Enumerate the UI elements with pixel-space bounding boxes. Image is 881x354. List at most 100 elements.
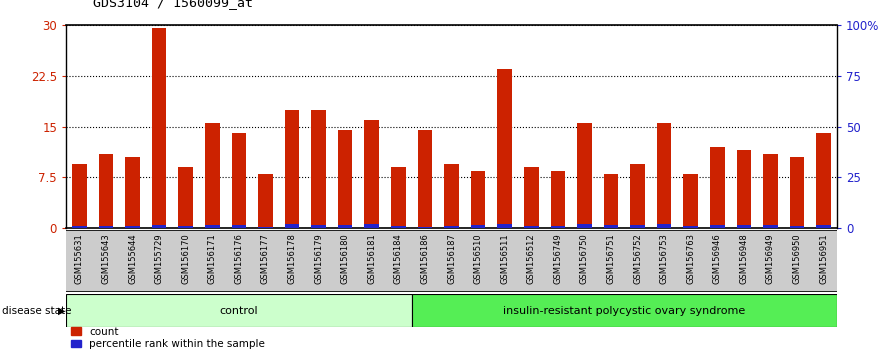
Text: GSM156946: GSM156946 <box>713 233 722 284</box>
Bar <box>226 230 252 292</box>
Bar <box>365 224 379 228</box>
Text: GSM156176: GSM156176 <box>234 233 243 284</box>
Bar <box>418 130 433 228</box>
Bar <box>710 225 725 228</box>
Text: insulin-resistant polycystic ovary syndrome: insulin-resistant polycystic ovary syndr… <box>503 306 745 316</box>
Bar <box>391 227 405 228</box>
Text: GSM156187: GSM156187 <box>447 233 456 284</box>
Bar <box>285 110 300 228</box>
Text: GSM156951: GSM156951 <box>819 233 828 284</box>
Bar <box>524 167 538 228</box>
Bar <box>577 123 592 228</box>
Bar <box>470 225 485 228</box>
Text: GSM156749: GSM156749 <box>553 233 562 284</box>
Bar <box>630 164 645 228</box>
Bar <box>418 227 433 228</box>
Bar <box>737 150 751 228</box>
Text: GSM156751: GSM156751 <box>606 233 616 284</box>
Text: GSM156177: GSM156177 <box>261 233 270 284</box>
Text: disease state: disease state <box>2 306 71 316</box>
Bar <box>258 227 273 228</box>
Bar <box>730 230 757 292</box>
Bar <box>391 167 405 228</box>
Bar <box>232 133 246 228</box>
Bar <box>811 230 837 292</box>
Bar <box>625 230 651 292</box>
Text: GSM155631: GSM155631 <box>75 233 84 284</box>
Bar <box>789 225 804 228</box>
Bar <box>285 224 300 228</box>
Bar <box>603 174 618 228</box>
Bar <box>99 226 114 228</box>
Bar <box>651 230 677 292</box>
Bar <box>311 110 326 228</box>
Bar <box>338 225 352 228</box>
Text: GSM156763: GSM156763 <box>686 233 695 284</box>
Bar <box>784 230 811 292</box>
Bar <box>125 157 140 228</box>
Text: GSM156171: GSM156171 <box>208 233 217 284</box>
Bar <box>66 230 93 292</box>
Bar <box>93 230 119 292</box>
Bar <box>152 225 167 228</box>
Bar <box>789 157 804 228</box>
Text: GSM155643: GSM155643 <box>101 233 110 284</box>
Bar <box>498 224 512 228</box>
Text: GSM155729: GSM155729 <box>154 233 164 284</box>
Bar <box>704 230 730 292</box>
Text: GSM156512: GSM156512 <box>527 233 536 284</box>
Bar <box>657 224 671 228</box>
Text: GSM156510: GSM156510 <box>474 233 483 284</box>
Text: GSM156950: GSM156950 <box>793 233 802 284</box>
Bar <box>492 230 518 292</box>
Bar <box>571 230 597 292</box>
Text: GSM156186: GSM156186 <box>420 233 429 284</box>
Bar <box>178 225 193 228</box>
Bar <box>737 225 751 228</box>
Text: control: control <box>219 306 258 316</box>
Bar <box>178 167 193 228</box>
Bar <box>365 120 379 228</box>
Bar <box>657 123 671 228</box>
Bar <box>99 154 114 228</box>
Text: GSM156752: GSM156752 <box>633 233 642 284</box>
Bar <box>278 230 306 292</box>
Bar <box>710 147 725 228</box>
Bar <box>470 171 485 228</box>
Bar <box>817 133 831 228</box>
Bar <box>173 230 199 292</box>
Bar <box>603 225 618 228</box>
Text: GSM156511: GSM156511 <box>500 233 509 284</box>
Text: GSM155644: GSM155644 <box>128 233 137 284</box>
Bar <box>311 225 326 228</box>
Text: GSM156179: GSM156179 <box>315 233 323 284</box>
Bar <box>630 225 645 228</box>
Bar <box>465 230 492 292</box>
Text: ▶: ▶ <box>58 306 66 316</box>
Bar <box>252 230 278 292</box>
Text: GSM156948: GSM156948 <box>739 233 749 284</box>
Bar <box>551 171 565 228</box>
Bar <box>199 230 226 292</box>
Bar <box>763 225 778 228</box>
Bar <box>359 230 385 292</box>
Bar <box>677 230 704 292</box>
Bar <box>577 224 592 228</box>
Bar <box>119 230 146 292</box>
Text: GSM156181: GSM156181 <box>367 233 376 284</box>
Legend: count, percentile rank within the sample: count, percentile rank within the sample <box>71 327 265 349</box>
Text: GSM156170: GSM156170 <box>181 233 190 284</box>
Text: GSM156949: GSM156949 <box>766 233 775 284</box>
Bar <box>757 230 784 292</box>
Bar <box>258 174 273 228</box>
Bar <box>72 164 86 228</box>
Bar <box>332 230 359 292</box>
Bar <box>551 226 565 228</box>
Bar <box>518 230 544 292</box>
Bar <box>763 154 778 228</box>
Bar <box>544 230 571 292</box>
Bar <box>411 294 837 327</box>
Bar <box>524 226 538 228</box>
Bar <box>684 226 698 228</box>
Text: GSM156750: GSM156750 <box>580 233 589 284</box>
